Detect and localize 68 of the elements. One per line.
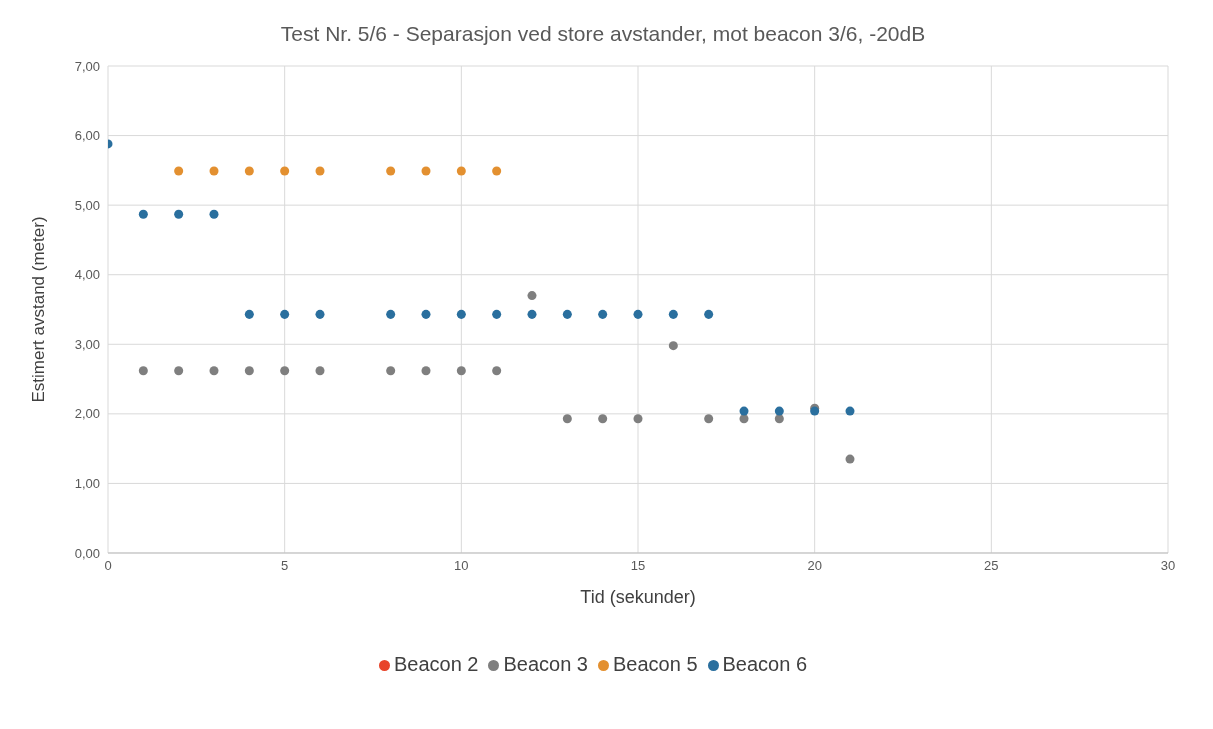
point <box>456 309 466 319</box>
x-tick-label: 20 <box>807 558 822 574</box>
point <box>845 454 855 464</box>
point <box>668 341 678 351</box>
point <box>421 366 431 376</box>
point <box>174 366 184 376</box>
x-tick-label: 15 <box>630 558 646 574</box>
x-tick-label: 0 <box>104 558 112 574</box>
point <box>209 366 219 376</box>
point <box>315 366 325 376</box>
point <box>280 366 290 376</box>
point <box>668 309 678 319</box>
point <box>562 414 572 424</box>
x-tick-label: 10 <box>454 558 469 574</box>
y-tick-label: 5,00 <box>74 197 100 213</box>
point <box>421 309 431 319</box>
point <box>456 166 466 176</box>
point <box>598 414 608 424</box>
x-axis-title: Tid (sekunder) <box>580 587 696 607</box>
point <box>633 309 643 319</box>
point <box>598 309 608 319</box>
point <box>845 406 855 416</box>
y-tick-label: 0,00 <box>74 545 100 561</box>
point <box>280 166 290 176</box>
point <box>704 309 714 319</box>
chart-title: Test Nr. 5/6 - Separasjon ved store avstander, mot beacon 3/6, -20dB <box>279 21 927 47</box>
point <box>386 309 396 319</box>
point <box>527 309 537 319</box>
y-tick-label: 1,00 <box>74 476 100 492</box>
point <box>244 166 254 176</box>
y-axis-title: Estimert avstand (meter) <box>29 216 49 403</box>
point <box>386 166 396 176</box>
point <box>209 209 219 219</box>
point <box>633 414 643 424</box>
point <box>315 166 325 176</box>
point <box>456 366 466 376</box>
legend-label: Beacon 6 <box>722 653 808 675</box>
y-tick-label: 7,00 <box>74 58 100 74</box>
y-tick-label: 4,00 <box>74 267 100 283</box>
x-tick-label: 25 <box>984 558 999 574</box>
point <box>386 366 396 376</box>
point <box>138 366 148 376</box>
point <box>244 309 254 319</box>
point <box>527 291 537 301</box>
y-tick-label: 2,00 <box>74 406 100 422</box>
y-tick-label: 6,00 <box>74 128 100 144</box>
point <box>174 166 184 176</box>
point <box>774 414 784 424</box>
point <box>562 309 572 319</box>
point <box>492 366 502 376</box>
point <box>244 366 254 376</box>
point <box>138 209 148 219</box>
legend-label: Beacon 5 <box>613 653 698 675</box>
point <box>492 166 502 176</box>
point <box>421 166 431 176</box>
point <box>704 414 714 424</box>
x-tick-label: 30 <box>1160 558 1176 574</box>
point <box>774 406 784 416</box>
point <box>280 309 290 319</box>
legend-label: Beacon 2 <box>393 653 479 675</box>
point <box>315 309 325 319</box>
point <box>209 166 219 176</box>
point <box>174 209 184 219</box>
y-tick-label: 3,00 <box>74 336 100 352</box>
x-tick-label: 5 <box>281 558 289 574</box>
legend-label: Beacon 3 <box>503 653 588 675</box>
point <box>492 309 502 319</box>
point <box>739 406 749 416</box>
